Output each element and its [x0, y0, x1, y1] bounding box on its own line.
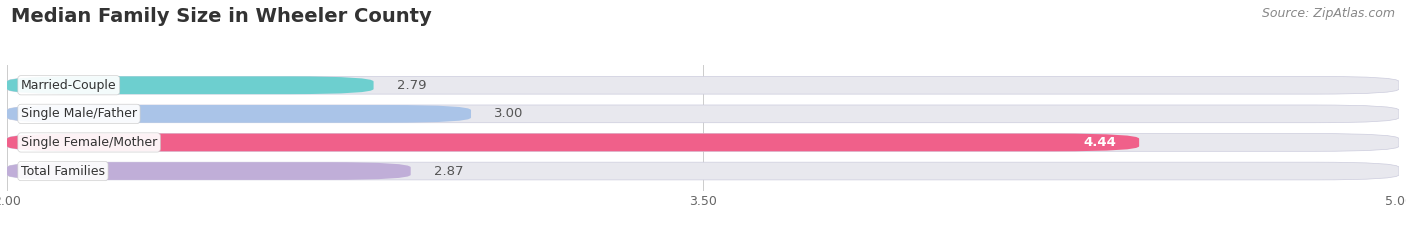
Text: Single Female/Mother: Single Female/Mother	[21, 136, 157, 149]
Text: Median Family Size in Wheeler County: Median Family Size in Wheeler County	[11, 7, 432, 26]
Text: 4.44: 4.44	[1083, 136, 1116, 149]
FancyBboxPatch shape	[7, 76, 1399, 94]
FancyBboxPatch shape	[7, 134, 1399, 151]
Text: Single Male/Father: Single Male/Father	[21, 107, 136, 120]
Text: Married-Couple: Married-Couple	[21, 79, 117, 92]
Text: Total Families: Total Families	[21, 164, 105, 178]
FancyBboxPatch shape	[7, 105, 471, 123]
Text: 2.87: 2.87	[434, 164, 464, 178]
FancyBboxPatch shape	[7, 162, 411, 180]
Text: Source: ZipAtlas.com: Source: ZipAtlas.com	[1261, 7, 1395, 20]
FancyBboxPatch shape	[7, 105, 1399, 123]
FancyBboxPatch shape	[7, 134, 1139, 151]
FancyBboxPatch shape	[7, 76, 374, 94]
Text: 2.79: 2.79	[396, 79, 426, 92]
FancyBboxPatch shape	[7, 162, 1399, 180]
Text: 3.00: 3.00	[494, 107, 523, 120]
